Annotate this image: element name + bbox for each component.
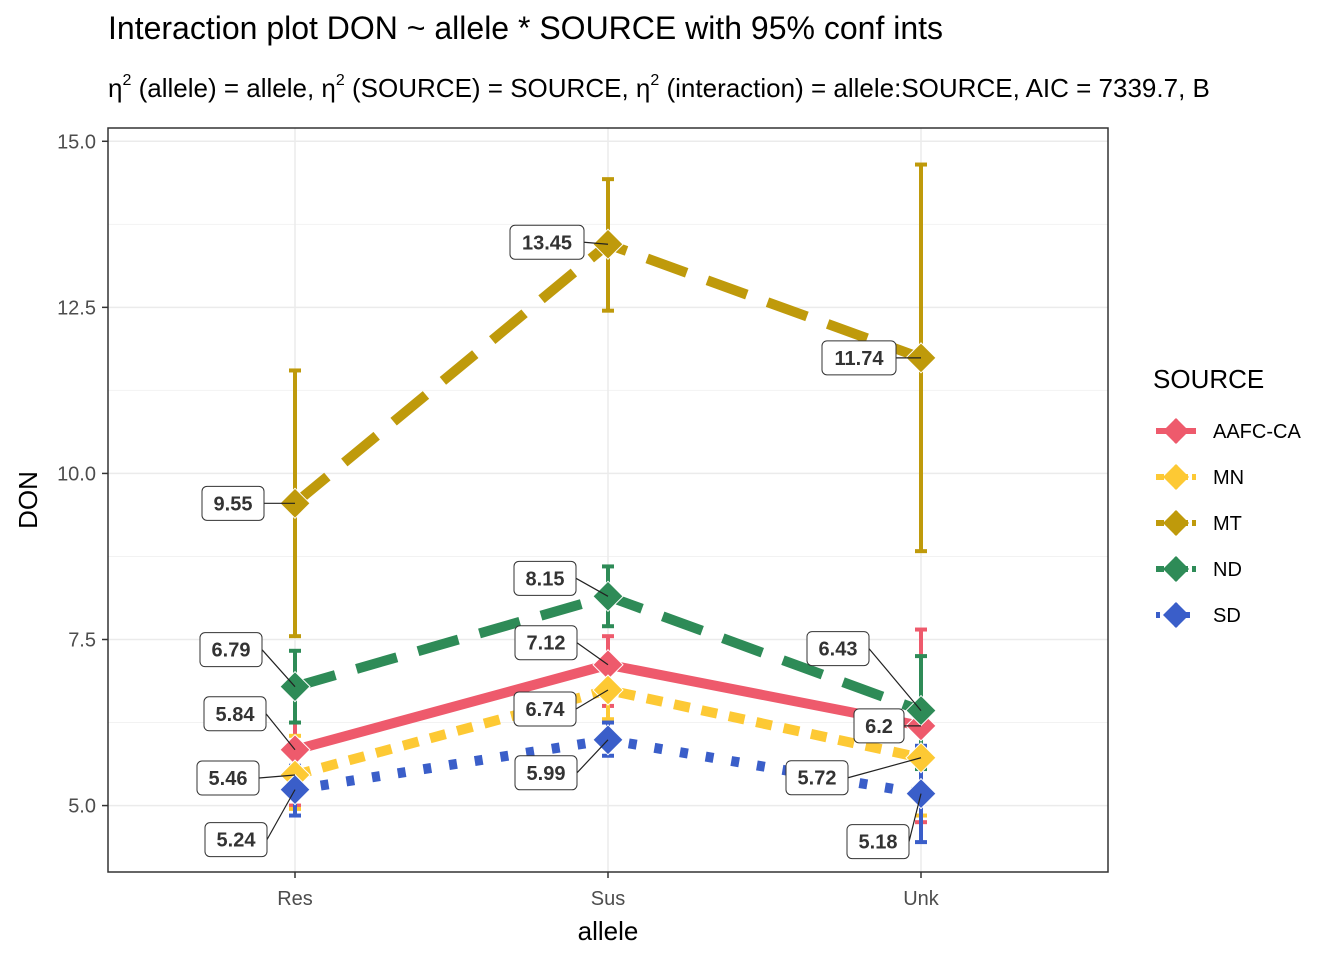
data-label-box xyxy=(196,760,260,796)
legend-key xyxy=(1163,556,1189,582)
data-label: 9.55 xyxy=(214,493,253,515)
data-label: 6.79 xyxy=(212,640,251,662)
data-label: 6.2 xyxy=(865,716,893,738)
data-label: 8.15 xyxy=(526,568,565,590)
label-leader xyxy=(908,793,922,842)
series-line-mn xyxy=(293,684,923,780)
y-axis: 5.0 7.5 10.0 12.5 15.0 xyxy=(57,131,108,818)
label-leader xyxy=(575,689,609,710)
label-leader xyxy=(575,577,609,597)
data-label-box xyxy=(201,485,265,521)
label-leader xyxy=(576,642,609,666)
legend-item-mn: MN xyxy=(1156,464,1244,490)
data-label: 5.18 xyxy=(859,832,898,854)
label-leader xyxy=(258,774,296,779)
legend-key xyxy=(1163,464,1189,490)
superscript: 2 xyxy=(650,72,660,89)
legend-key xyxy=(1163,510,1189,536)
legend-label: MT xyxy=(1213,513,1242,535)
eta-symbol: η xyxy=(321,73,336,103)
data-labels: 5.84 7.12 6.2 5.46 6.74 5.72 9.55 13.45 11.74 6.7… xyxy=(196,224,922,860)
y-axis-title: DON xyxy=(13,471,43,529)
label-leader xyxy=(576,739,609,774)
chart-subtitle: η2 (allele) = allele, η2 (SOURCE) = SOUR… xyxy=(108,72,1210,104)
subtitle-part3: (interaction) = allele:SOURCE, AIC = 733… xyxy=(659,73,1210,103)
data-label-box xyxy=(509,224,585,260)
data-label: 5.46 xyxy=(209,768,248,790)
legend-label: ND xyxy=(1213,559,1242,581)
x-axis: Res Sus Unk xyxy=(277,872,940,910)
y-tick-label: 10.0 xyxy=(57,463,96,485)
y-tick-label: 12.5 xyxy=(57,297,96,319)
y-tick-label: 15.0 xyxy=(57,131,96,153)
label-leader xyxy=(265,713,296,751)
data-label: 5.84 xyxy=(216,704,256,726)
data-label: 7.12 xyxy=(527,633,566,655)
legend-key xyxy=(1163,418,1189,444)
legend-item-mt: MT xyxy=(1156,510,1242,536)
data-label: 5.24 xyxy=(217,830,257,852)
label-leader xyxy=(261,649,296,688)
legend-key xyxy=(1163,602,1189,628)
data-label: 5.72 xyxy=(798,768,837,790)
data-label-box xyxy=(514,625,578,661)
label-leader xyxy=(847,757,922,779)
legend-label: MN xyxy=(1213,467,1244,489)
superscript: 2 xyxy=(335,72,345,89)
label-leader xyxy=(868,648,922,711)
subtitle-part2: (SOURCE) = SOURCE, xyxy=(344,73,636,103)
data-label-box xyxy=(806,631,870,667)
y-tick-label: 7.5 xyxy=(68,630,96,652)
data-label-box xyxy=(204,822,268,858)
data-label: 6.43 xyxy=(819,639,858,661)
subtitle-part1: (allele) = allele, xyxy=(131,73,322,103)
data-label-box xyxy=(846,824,910,860)
x-tick-label: Sus xyxy=(591,888,625,910)
superscript: 2 xyxy=(122,72,132,89)
data-label: 6.74 xyxy=(526,699,566,721)
legend: SOURCE AAFC-CA MN MT ND SD xyxy=(1153,364,1301,628)
y-tick-label: 5.0 xyxy=(68,796,96,818)
data-label: 11.74 xyxy=(835,348,885,370)
legend-title: SOURCE xyxy=(1153,364,1264,394)
x-tick-label: Res xyxy=(277,888,313,910)
data-label-box xyxy=(785,760,849,796)
x-tick-label: Unk xyxy=(903,888,940,910)
data-label-box xyxy=(821,340,897,376)
eta-symbol: η xyxy=(635,73,651,103)
x-axis-title: allele xyxy=(578,916,639,946)
data-label-box xyxy=(513,560,577,596)
legend-label: AAFC-CA xyxy=(1213,421,1301,443)
data-label-box xyxy=(514,755,578,791)
legend-item-nd: ND xyxy=(1156,556,1242,582)
data-label-box xyxy=(199,632,263,668)
data-label: 5.99 xyxy=(527,763,566,785)
chart-title: Interaction plot DON ~ allele * SOURCE w… xyxy=(108,10,944,46)
data-label-box xyxy=(853,708,905,744)
data-label: 13.45 xyxy=(522,232,572,254)
data-label-box xyxy=(203,696,267,732)
legend-item-aafc-ca: AAFC-CA xyxy=(1156,418,1301,444)
legend-item-sd: SD xyxy=(1156,602,1241,628)
eta-symbol: η xyxy=(108,73,123,103)
label-leader xyxy=(583,241,609,245)
label-leader xyxy=(266,789,296,840)
data-label-box xyxy=(513,691,577,727)
legend-label: SD xyxy=(1213,605,1241,627)
